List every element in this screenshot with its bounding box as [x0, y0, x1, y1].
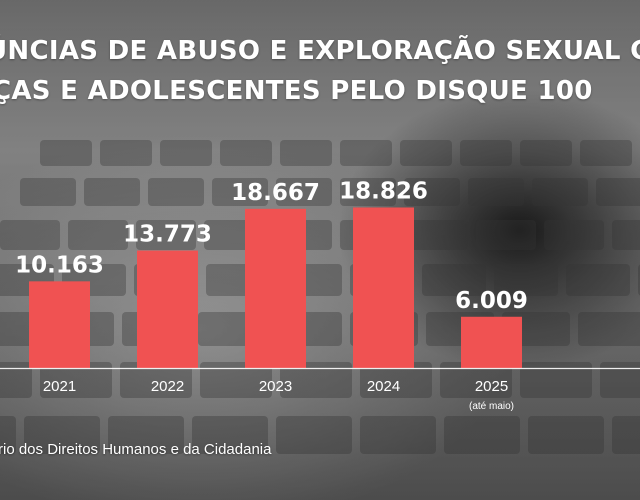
value-label-2021: 10.163: [15, 252, 104, 278]
source-credit: rio dos Direitos Humanos e da Cidadania: [0, 441, 272, 458]
x-tick-note-2025: (até maio): [469, 401, 514, 412]
keyboard-key: [0, 312, 38, 346]
keyboard-key: [578, 312, 640, 346]
keyboard-key: [444, 416, 520, 454]
keyboard-key: [192, 416, 268, 454]
keyboard-key: [440, 362, 512, 398]
keyboard-key: [120, 362, 192, 398]
value-label-2023: 18.667: [231, 180, 320, 206]
title-line-2: ÇAS E ADOLESCENTES PELO DISQUE 100: [0, 76, 593, 106]
keyboard-key: [532, 178, 588, 206]
bar-2022: [137, 250, 198, 368]
keyboard-key: [520, 362, 592, 398]
title-line-1: ÚNCIAS DE ABUSO E EXPLORAÇÃO SEXUAL CO: [0, 36, 640, 66]
keyboard-key: [408, 220, 468, 250]
keyboard-key: [276, 416, 352, 454]
keyboard-key: [476, 220, 536, 250]
value-label-2024: 18.826: [339, 178, 428, 204]
keyboard-key: [580, 140, 632, 166]
keyboard-key: [612, 220, 640, 250]
keyboard-key: [400, 140, 452, 166]
x-tick-label-2021: 2021: [43, 378, 76, 395]
bars: [29, 207, 522, 368]
keyboard-key: [460, 140, 512, 166]
labels: 10.163 2021 13.773 2022 18.667 2023 18.826 2024…: [15, 178, 528, 412]
keyboard-key: [24, 416, 100, 454]
keyboard-key: [84, 178, 140, 206]
keyboard-key: [520, 140, 572, 166]
keyboard-key: [0, 416, 16, 454]
keyboard-key: [220, 140, 272, 166]
keyboard-key: [108, 416, 184, 454]
keyboard-key: [40, 362, 112, 398]
keyboard-key: [0, 220, 60, 250]
keyboard-key: [340, 178, 396, 206]
keyboard-key: [148, 178, 204, 206]
value-label-2025: 6.009: [455, 288, 528, 314]
x-tick-label-2023: 2023: [259, 378, 292, 395]
keyboard-key: [212, 178, 268, 206]
keyboard-key: [100, 140, 152, 166]
keyboard-key: [596, 178, 640, 206]
keyboard-key: [600, 362, 640, 398]
keyboard-key: [566, 264, 630, 296]
bar-2024: [353, 207, 414, 368]
keyboard-key: [544, 220, 604, 250]
keyboard-key: [468, 178, 524, 206]
bar-2023: [245, 208, 306, 368]
keyboard-key: [200, 362, 272, 398]
keyboard-key: [160, 140, 212, 166]
bar-2021: [29, 281, 90, 368]
keyboard-key: [0, 362, 32, 398]
keyboard-key: [360, 362, 432, 398]
keyboard-key: [280, 362, 352, 398]
x-tick-label-2025: 2025: [475, 378, 508, 395]
keyboard-key: [40, 140, 92, 166]
keyboard-key: [136, 220, 196, 250]
keyboard-key: [528, 416, 604, 454]
bar-2025: [461, 316, 522, 368]
keyboard-key: [280, 140, 332, 166]
x-tick-label-2024: 2024: [367, 378, 400, 395]
keyboard-key: [360, 416, 436, 454]
keyboard-key: [68, 220, 128, 250]
keyboard-key: [494, 264, 558, 296]
x-tick-label-2022: 2022: [151, 378, 184, 395]
keyboard-key: [612, 416, 640, 454]
keyboard-key: [20, 178, 76, 206]
keyboard-key: [404, 178, 460, 206]
keyboard-key: [340, 140, 392, 166]
value-label-2022: 13.773: [123, 222, 212, 248]
keyboard-key: [422, 264, 486, 296]
keyboard-key: [276, 178, 332, 206]
